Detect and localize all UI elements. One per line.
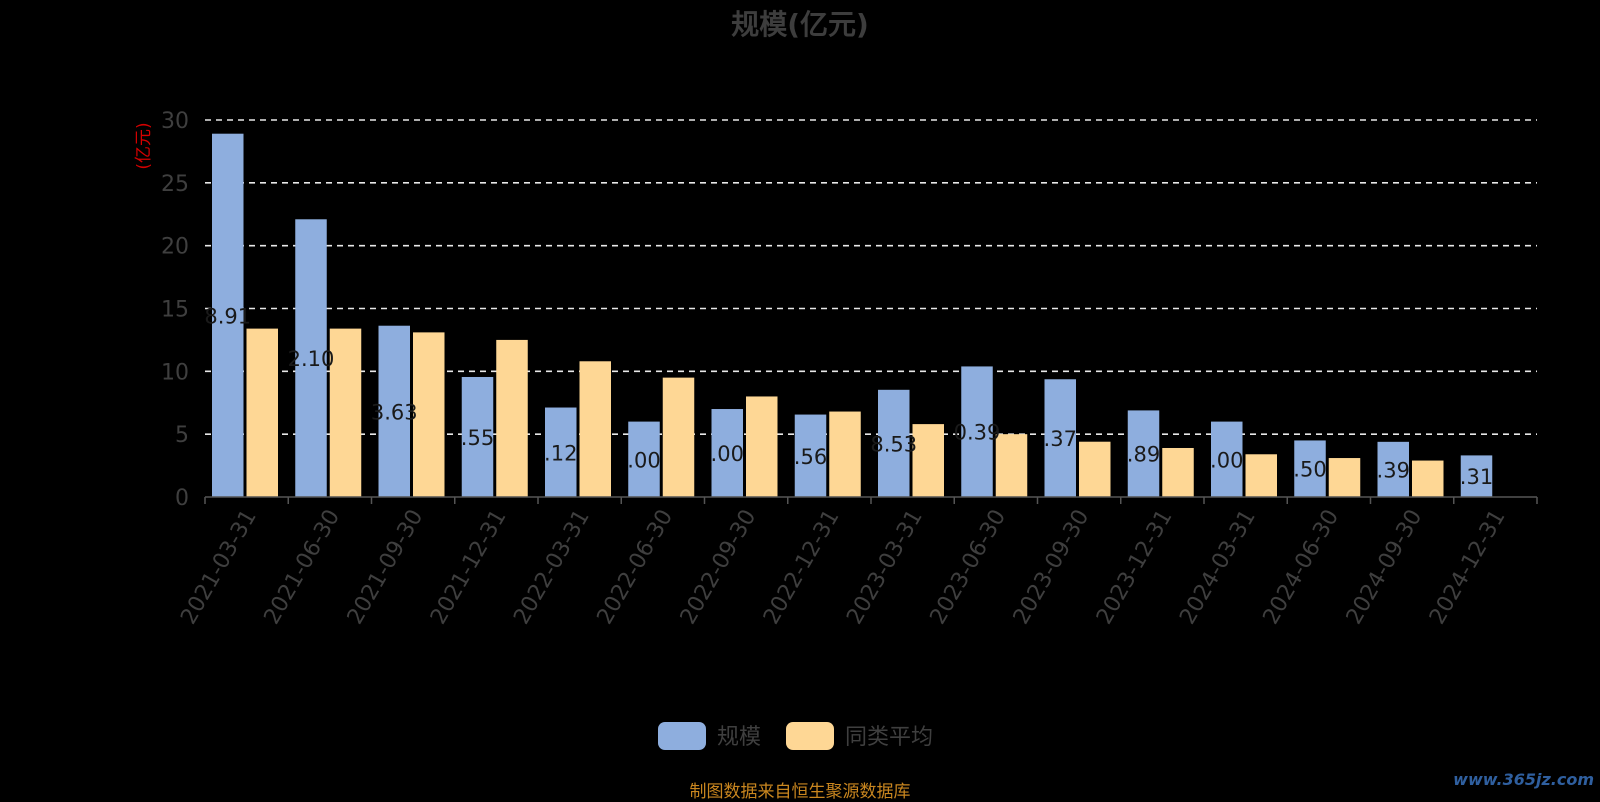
bar-data-label: 0.39 bbox=[954, 421, 1001, 445]
legend-label: 规模 bbox=[717, 725, 761, 750]
bar-peer-average bbox=[413, 332, 445, 497]
bar-scale bbox=[212, 133, 244, 497]
legend-label: 同类平均 bbox=[845, 725, 933, 750]
bar-peer-average bbox=[496, 339, 528, 497]
x-tick-label: 2024-09-30 bbox=[1342, 506, 1428, 629]
bar-peer-average bbox=[1245, 454, 1277, 497]
bar-scale bbox=[461, 376, 494, 497]
x-tick-label: 2023-06-30 bbox=[925, 506, 1011, 629]
bar-data-label: 8.53 bbox=[870, 432, 917, 456]
bar-data-label: .00 bbox=[711, 442, 744, 466]
bar-data-label: 3.63 bbox=[371, 400, 418, 424]
bar-data-label: .56 bbox=[794, 445, 827, 469]
bars bbox=[212, 133, 1493, 497]
y-tick-label: 10 bbox=[161, 360, 189, 385]
bar-scale bbox=[878, 389, 910, 497]
bar-scale bbox=[1294, 440, 1326, 497]
legend-swatch bbox=[786, 722, 834, 750]
bar-peer-average bbox=[329, 328, 362, 497]
x-axis bbox=[204, 496, 1538, 504]
x-tick-label: 2022-03-31 bbox=[509, 506, 595, 629]
bar-data-label: .37 bbox=[1044, 427, 1077, 451]
x-tick-label: 2021-06-30 bbox=[259, 506, 345, 629]
bar-data-label: 8.91 bbox=[204, 304, 251, 328]
bar-scale bbox=[1044, 379, 1076, 497]
legend-swatch bbox=[658, 722, 706, 750]
bar-peer-average bbox=[912, 424, 944, 497]
y-tick-label: 25 bbox=[161, 172, 189, 197]
x-tick-label: 2022-06-30 bbox=[592, 506, 678, 629]
bar-scale bbox=[1460, 455, 1493, 497]
bar-peer-average bbox=[1079, 441, 1111, 497]
bar-data-label: .39 bbox=[1377, 458, 1410, 482]
legend-item-scale[interactable]: 规模 bbox=[658, 722, 761, 750]
y-axis-unit: (亿元) bbox=[134, 122, 154, 169]
watermark: www.365jz.com bbox=[1453, 770, 1594, 789]
data-source-note: 制图数据来自恒生聚源数据库 bbox=[689, 782, 911, 802]
y-tick-label: 5 bbox=[175, 423, 189, 448]
bar-data-label: 2.10 bbox=[288, 347, 335, 371]
y-tick-label: 20 bbox=[161, 235, 189, 260]
bar-peer-average bbox=[746, 396, 778, 497]
x-axis-ticks: 2021-03-312021-06-302021-09-302021-12-31… bbox=[176, 506, 1510, 629]
bar-data-label: .89 bbox=[1127, 443, 1160, 467]
bar-data-label: .50 bbox=[1293, 458, 1326, 482]
bar-peer-average bbox=[995, 434, 1028, 497]
y-tick-label: 0 bbox=[175, 486, 189, 511]
bar-peer-average bbox=[829, 411, 861, 497]
bar-scale bbox=[1127, 410, 1160, 497]
bar-scale bbox=[378, 325, 410, 497]
x-tick-label: 2024-06-30 bbox=[1258, 506, 1344, 629]
data-labels: 8.91 2.10 3.63 .55 .12 .00 .00 .56 8.53 0.39 .37 .8… bbox=[204, 304, 1493, 489]
x-tick-label: 2024-12-31 bbox=[1425, 506, 1511, 629]
legend[interactable]: 规模 同类平均 bbox=[658, 722, 933, 750]
bar-data-label: .55 bbox=[461, 426, 494, 450]
y-tick-label: 15 bbox=[161, 298, 189, 323]
x-tick-label: 2021-09-30 bbox=[343, 506, 429, 629]
bar-scale bbox=[628, 421, 660, 497]
x-tick-label: 2023-03-31 bbox=[842, 506, 928, 629]
bar-data-label: .00 bbox=[627, 448, 660, 472]
bar-scale bbox=[961, 366, 993, 497]
bar-scale bbox=[1211, 421, 1243, 497]
bar-scale bbox=[1377, 441, 1409, 497]
x-tick-label: 2023-12-31 bbox=[1092, 506, 1178, 629]
y-axis-ticks: 0 5 10 15 20 25 30 bbox=[161, 109, 189, 511]
chart-title: 规模(亿元) bbox=[731, 8, 869, 41]
x-tick-label: 2024-03-31 bbox=[1175, 506, 1261, 629]
bar-peer-average bbox=[1162, 447, 1194, 497]
x-tick-label: 2022-12-31 bbox=[759, 506, 845, 629]
bar-peer-average bbox=[1328, 458, 1361, 497]
y-tick-label: 30 bbox=[161, 109, 189, 134]
bar-data-label: .31 bbox=[1460, 465, 1493, 489]
bar-scale bbox=[711, 409, 743, 497]
x-tick-label: 2023-09-30 bbox=[1009, 506, 1095, 629]
x-tick-label: 2021-12-31 bbox=[426, 506, 512, 629]
bar-peer-average bbox=[1412, 460, 1444, 497]
bar-peer-average bbox=[579, 361, 611, 497]
bar-peer-average bbox=[662, 377, 695, 497]
x-tick-label: 2022-09-30 bbox=[676, 506, 762, 629]
bar-data-label: .12 bbox=[544, 441, 577, 465]
x-tick-label: 2021-03-31 bbox=[176, 506, 262, 629]
bar-peer-average bbox=[246, 328, 278, 497]
bar-scale bbox=[545, 407, 577, 497]
legend-item-peer-average[interactable]: 同类平均 bbox=[786, 722, 933, 750]
bar-scale bbox=[794, 414, 827, 497]
bar-scale bbox=[295, 219, 327, 497]
bar-data-label: .00 bbox=[1210, 448, 1243, 472]
